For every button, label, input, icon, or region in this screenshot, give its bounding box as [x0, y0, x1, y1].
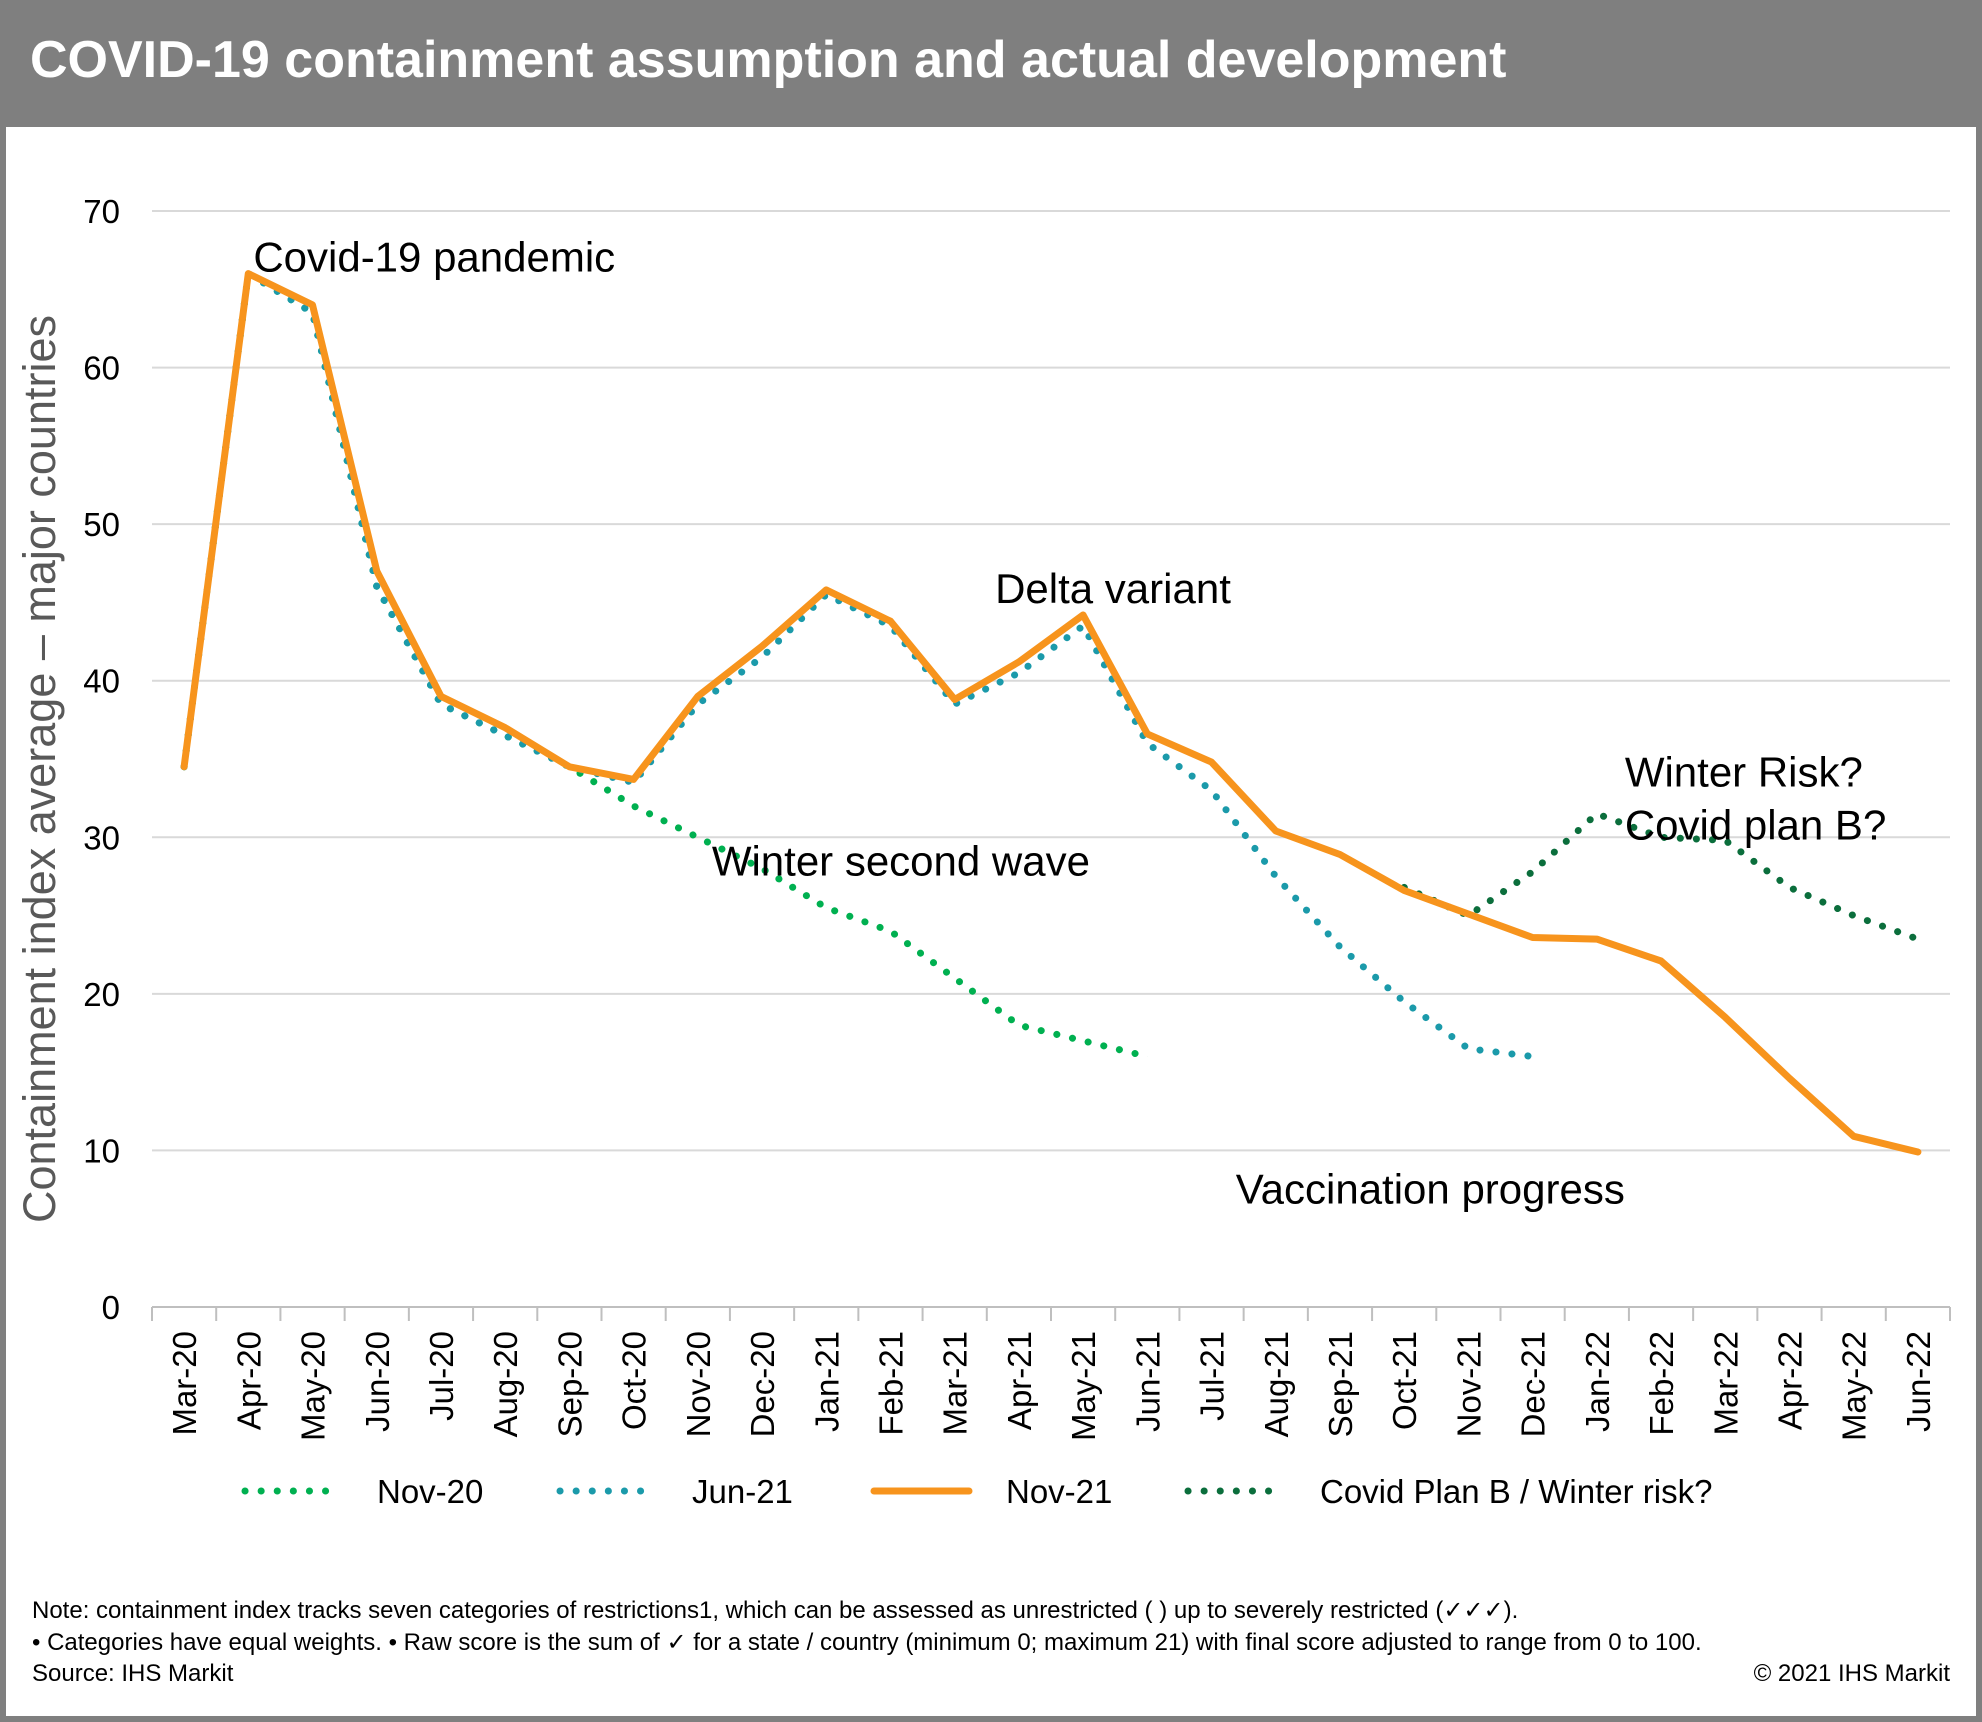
gridlines — [152, 210, 1950, 1152]
y-tick-label-50: 50 — [83, 506, 120, 543]
x-tick-label-Feb-21: Feb-21 — [872, 1331, 909, 1436]
x-tick-label-Dec-20: Dec-20 — [744, 1331, 781, 1437]
legend-label-nov-21: Nov-21 — [1006, 1473, 1112, 1510]
series-line-jun-21 — [180, 267, 1537, 1060]
x-tick-label-Jun-22: Jun-22 — [1900, 1331, 1937, 1432]
y-tick-label-10: 10 — [83, 1132, 120, 1169]
x-tick-label-May-22: May-22 — [1836, 1331, 1873, 1441]
x-tick-label-Apr-20: Apr-20 — [230, 1331, 267, 1430]
y-tick-label-70: 70 — [83, 193, 120, 230]
source-text: Source: IHS Markit — [32, 1660, 234, 1687]
x-tick-label-Sep-20: Sep-20 — [551, 1331, 588, 1437]
x-tick-label-Oct-20: Oct-20 — [616, 1331, 653, 1430]
y-tick-label-30: 30 — [83, 819, 120, 856]
annotation-covid-plan-b-: Covid plan B? — [1625, 801, 1887, 848]
legend-label-covid-plan-b-winter-risk-: Covid Plan B / Winter risk? — [1320, 1473, 1712, 1510]
x-tick-label-Oct-21: Oct-21 — [1386, 1331, 1423, 1430]
x-tick-label-Sep-21: Sep-21 — [1322, 1331, 1359, 1437]
x-tick-label-Jul-20: Jul-20 — [423, 1331, 460, 1421]
annotation-winter-risk-: Winter Risk? — [1625, 749, 1863, 796]
x-tick-label-Mar-21: Mar-21 — [937, 1331, 974, 1436]
x-tick-label-Apr-21: Apr-21 — [1001, 1331, 1038, 1430]
annotation-vaccination-progress: Vaccination progress — [1236, 1166, 1625, 1213]
legend-label-nov-20: Nov-20 — [377, 1473, 483, 1510]
title-bar: COVID-19 containment assumption and actu… — [0, 0, 1982, 127]
annotation-winter-second-wave: Winter second wave — [712, 837, 1090, 884]
x-tick-label-Jan-22: Jan-22 — [1579, 1331, 1616, 1432]
x-tick-label-Dec-21: Dec-21 — [1515, 1331, 1552, 1437]
x-tick-label-Aug-21: Aug-21 — [1258, 1331, 1295, 1437]
y-axis-title: Containment index average – major countr… — [14, 315, 65, 1223]
x-tick-label-Mar-20: Mar-20 — [166, 1331, 203, 1436]
series-lines — [180, 267, 1922, 1156]
x-tick-label-Feb-22: Feb-22 — [1643, 1331, 1680, 1436]
x-tick-label-Jul-21: Jul-21 — [1194, 1331, 1231, 1421]
x-tick-label-Apr-22: Apr-22 — [1771, 1331, 1808, 1430]
annotation-delta-variant: Delta variant — [995, 565, 1231, 612]
y-tick-label-0: 0 — [102, 1289, 120, 1326]
x-tick-label-May-21: May-21 — [1065, 1331, 1102, 1441]
x-tick-label-May-20: May-20 — [295, 1331, 332, 1441]
copyright-text: © 2021 IHS Markit — [1753, 1660, 1950, 1687]
annotations: Covid-19 pandemic Delta variant Winter sec… — [253, 234, 1886, 1213]
series-line-nov-20 — [180, 267, 1151, 1060]
legend-label-jun-21: Jun-21 — [692, 1473, 793, 1510]
x-tick-label-Nov-21: Nov-21 — [1450, 1331, 1487, 1437]
x-tick-label-Aug-20: Aug-20 — [487, 1331, 524, 1437]
legend: Nov-20 Jun-21 Nov-21 Covid Plan B / Winter … — [241, 1473, 1712, 1510]
chart-title: COVID-19 containment assumption and actu… — [30, 31, 1507, 89]
x-tick-label-Jan-21: Jan-21 — [808, 1331, 845, 1432]
x-tick-label-Jun-21: Jun-21 — [1129, 1331, 1166, 1432]
x-tick-label-Nov-20: Nov-20 — [680, 1331, 717, 1437]
y-tick-label-40: 40 — [83, 663, 120, 700]
y-tick-label-20: 20 — [83, 976, 120, 1013]
x-tick-label-Jun-20: Jun-20 — [359, 1331, 396, 1432]
y-tick-label-60: 60 — [83, 350, 120, 387]
series-line-nov-21 — [180, 270, 1922, 1156]
axes: 0 10 20 30 40 50 60 70 Mar-20 Apr-20 May-20 Jun-20 J… — [14, 193, 1951, 1441]
note-line-1: Note: containment index tracks seven cat… — [32, 1597, 1519, 1624]
note-line-2: • Categories have equal weights. • Raw s… — [32, 1629, 1702, 1656]
x-tick-label-Mar-22: Mar-22 — [1707, 1331, 1744, 1436]
annotation-covid-19-pandemic: Covid-19 pandemic — [253, 234, 615, 281]
